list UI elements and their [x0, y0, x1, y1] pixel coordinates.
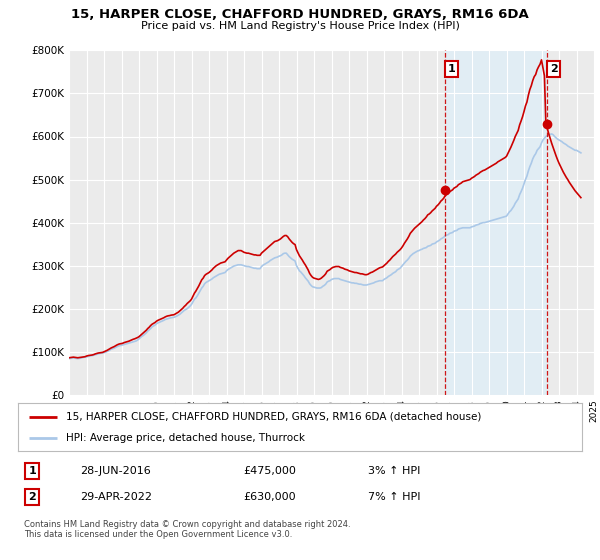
Text: 15, HARPER CLOSE, CHAFFORD HUNDRED, GRAYS, RM16 6DA (detached house): 15, HARPER CLOSE, CHAFFORD HUNDRED, GRAY… [66, 412, 481, 422]
Text: 7% ↑ HPI: 7% ↑ HPI [368, 492, 420, 502]
Text: Contains HM Land Registry data © Crown copyright and database right 2024.
This d: Contains HM Land Registry data © Crown c… [23, 520, 350, 539]
Bar [445, 50, 547, 395]
Text: £630,000: £630,000 [244, 492, 296, 502]
Text: 28-JUN-2016: 28-JUN-2016 [80, 466, 151, 476]
Text: 29-APR-2022: 29-APR-2022 [80, 492, 152, 502]
Text: 2: 2 [550, 64, 557, 74]
Text: Price paid vs. HM Land Registry's House Price Index (HPI): Price paid vs. HM Land Registry's House … [140, 21, 460, 31]
Text: 1: 1 [448, 64, 455, 74]
Text: HPI: Average price, detached house, Thurrock: HPI: Average price, detached house, Thur… [66, 433, 305, 443]
Text: 3% ↑ HPI: 3% ↑ HPI [368, 466, 420, 476]
Text: 1: 1 [28, 466, 36, 476]
Text: 15, HARPER CLOSE, CHAFFORD HUNDRED, GRAYS, RM16 6DA: 15, HARPER CLOSE, CHAFFORD HUNDRED, GRAY… [71, 8, 529, 21]
Text: £475,000: £475,000 [244, 466, 296, 476]
Text: 2: 2 [28, 492, 36, 502]
